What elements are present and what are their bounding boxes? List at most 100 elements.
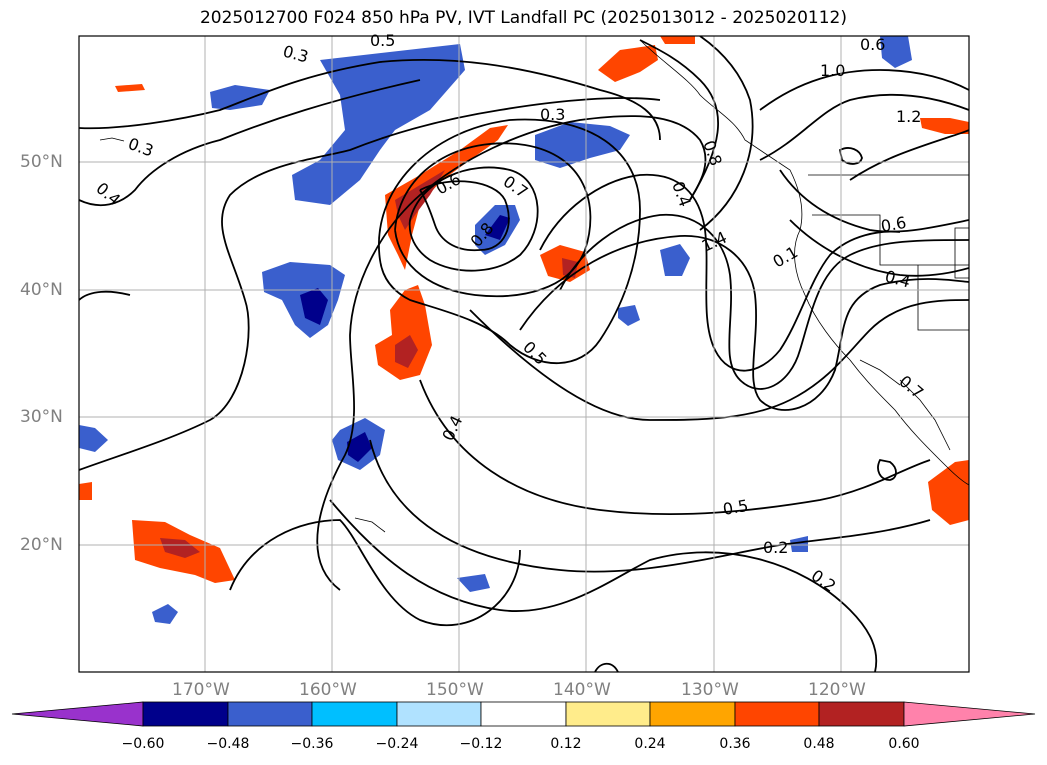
contour-label: 0.1 [770, 242, 802, 271]
ivt-contour-line [539, 173, 901, 372]
colorbar-tick: 0.24 [634, 736, 666, 752]
colorbar-swatch [142, 701, 229, 727]
ivt-contour-line [229, 519, 521, 627]
ivt-contour-line [639, 39, 720, 201]
lon-label-120w: 120°W [808, 680, 866, 700]
pv-negative-area [880, 36, 912, 68]
contour-label: 1.2 [896, 107, 921, 126]
pv-positive-area [115, 84, 145, 92]
map-frame [78, 35, 970, 673]
pv-positive-area [79, 482, 92, 500]
contour-label: 0.8 [699, 138, 726, 168]
ivt-contours [79, 36, 969, 672]
ivt-contour-line [519, 235, 969, 411]
ivt-contour-line [79, 97, 661, 471]
ivt-contour-line [408, 166, 539, 272]
pv-negative-area [79, 425, 108, 452]
ivt-contour-line [759, 93, 969, 161]
contour-label: 0.6 [879, 213, 907, 236]
pv-positive-area [928, 460, 969, 525]
pv-positive-area [598, 45, 658, 82]
colorbar-tick: −0.60 [121, 736, 165, 752]
colorbar-swatch [480, 701, 567, 727]
colorbar-tick: −0.24 [375, 736, 419, 752]
contour-label: 0.3 [126, 134, 156, 161]
lat-label-30n: 30°N [20, 407, 63, 427]
colorbar-extend-min [11, 701, 144, 727]
colorbar-swatch [311, 701, 398, 727]
contour-label: 0.5 [370, 31, 395, 50]
ivt-contour-line [594, 662, 619, 672]
colorbar-swatch [565, 701, 651, 727]
contour-label: 0.4 [883, 267, 913, 292]
pv-negative-area [660, 244, 690, 276]
colorbar-swatch [396, 701, 482, 727]
ivt-contour-line [779, 169, 969, 233]
pv-negative-area-dark [485, 215, 510, 240]
pv-negative-area [457, 574, 490, 592]
contour-label: 0.2 [763, 538, 788, 557]
pv-negative-area [292, 44, 465, 205]
chart-title: 2025012700 F024 850 hPa PV, IVT Landfall… [199, 8, 847, 28]
colorbar-swatch [227, 701, 313, 727]
colorbar-swatch [818, 701, 905, 727]
colorbar-swatch [734, 701, 820, 727]
lon-label-150w: 150°W [426, 680, 484, 700]
contour-label: 0.3 [281, 42, 311, 67]
colorbar [11, 701, 1036, 727]
ivt-contour-line [849, 129, 969, 181]
colorbar-tick: −0.12 [459, 736, 503, 752]
colorbar-tick: 0.12 [550, 736, 582, 752]
colorbar-tick: −0.48 [206, 736, 250, 752]
ivt-contour-line [419, 180, 510, 252]
contour-label: 0.5 [519, 337, 550, 368]
colorbar-extend-max [903, 701, 1036, 727]
contour-label: 0.6 [860, 35, 885, 54]
lat-label-40n: 40°N [20, 280, 63, 300]
pv-negative-area [152, 604, 178, 624]
ivt-contour-line [877, 458, 897, 481]
ivt-contour-line [759, 69, 969, 111]
ivt-contour-line [369, 439, 931, 573]
colorbar-swatch [649, 701, 736, 727]
pv-shading [79, 36, 969, 624]
contour-label: 0.4 [668, 179, 695, 209]
contour-label: 0.7 [895, 372, 927, 403]
ivt-contour-line [79, 79, 421, 207]
lon-label-140w: 140°W [553, 680, 611, 700]
contour-label: 1.0 [820, 61, 845, 80]
contour-label: 0.3 [540, 105, 565, 124]
colorbar-tick: 0.36 [719, 736, 751, 752]
ivt-contour-line [419, 379, 931, 516]
ivt-contour-line [559, 214, 969, 390]
lon-label-160w: 160°W [299, 680, 357, 700]
contour-labels: 0.3 0.5 0.6 0.3 1.0 0.3 1.2 0.4 0.8 0.6 … [92, 31, 927, 596]
pv-negative-area [618, 305, 640, 326]
coastline [99, 39, 969, 533]
contour-label: 0.2 [808, 566, 840, 596]
contour-label: 1.4 [699, 228, 730, 256]
colorbar-tick: −0.36 [290, 736, 334, 752]
contour-label: 0.5 [721, 496, 749, 519]
lat-label-20n: 20°N [20, 535, 63, 555]
gridlines [79, 36, 969, 672]
ivt-contour-line [79, 290, 131, 301]
pv-positive-area-dark [160, 538, 200, 558]
ivt-contour-line [838, 147, 863, 165]
pv-positive-area [375, 285, 432, 380]
ivt-contour-line [699, 36, 754, 231]
ivt-contour-line [316, 115, 707, 591]
lon-label-170w: 170°W [172, 680, 230, 700]
lat-label-50n: 50°N [20, 152, 63, 172]
pv-positive-area-dark [395, 335, 418, 368]
pv-negative-area [210, 85, 270, 110]
ivt-contour-line [789, 219, 969, 277]
pv-negative-area-dark [300, 288, 328, 325]
pv-negative-area-dark [347, 432, 372, 462]
colorbar-tick: 0.60 [888, 736, 920, 752]
colorbar-tick: 0.48 [803, 736, 835, 752]
lon-label-130w: 130°W [681, 680, 739, 700]
ivt-contour-line [329, 499, 878, 672]
ivt-contour-line [79, 58, 661, 141]
